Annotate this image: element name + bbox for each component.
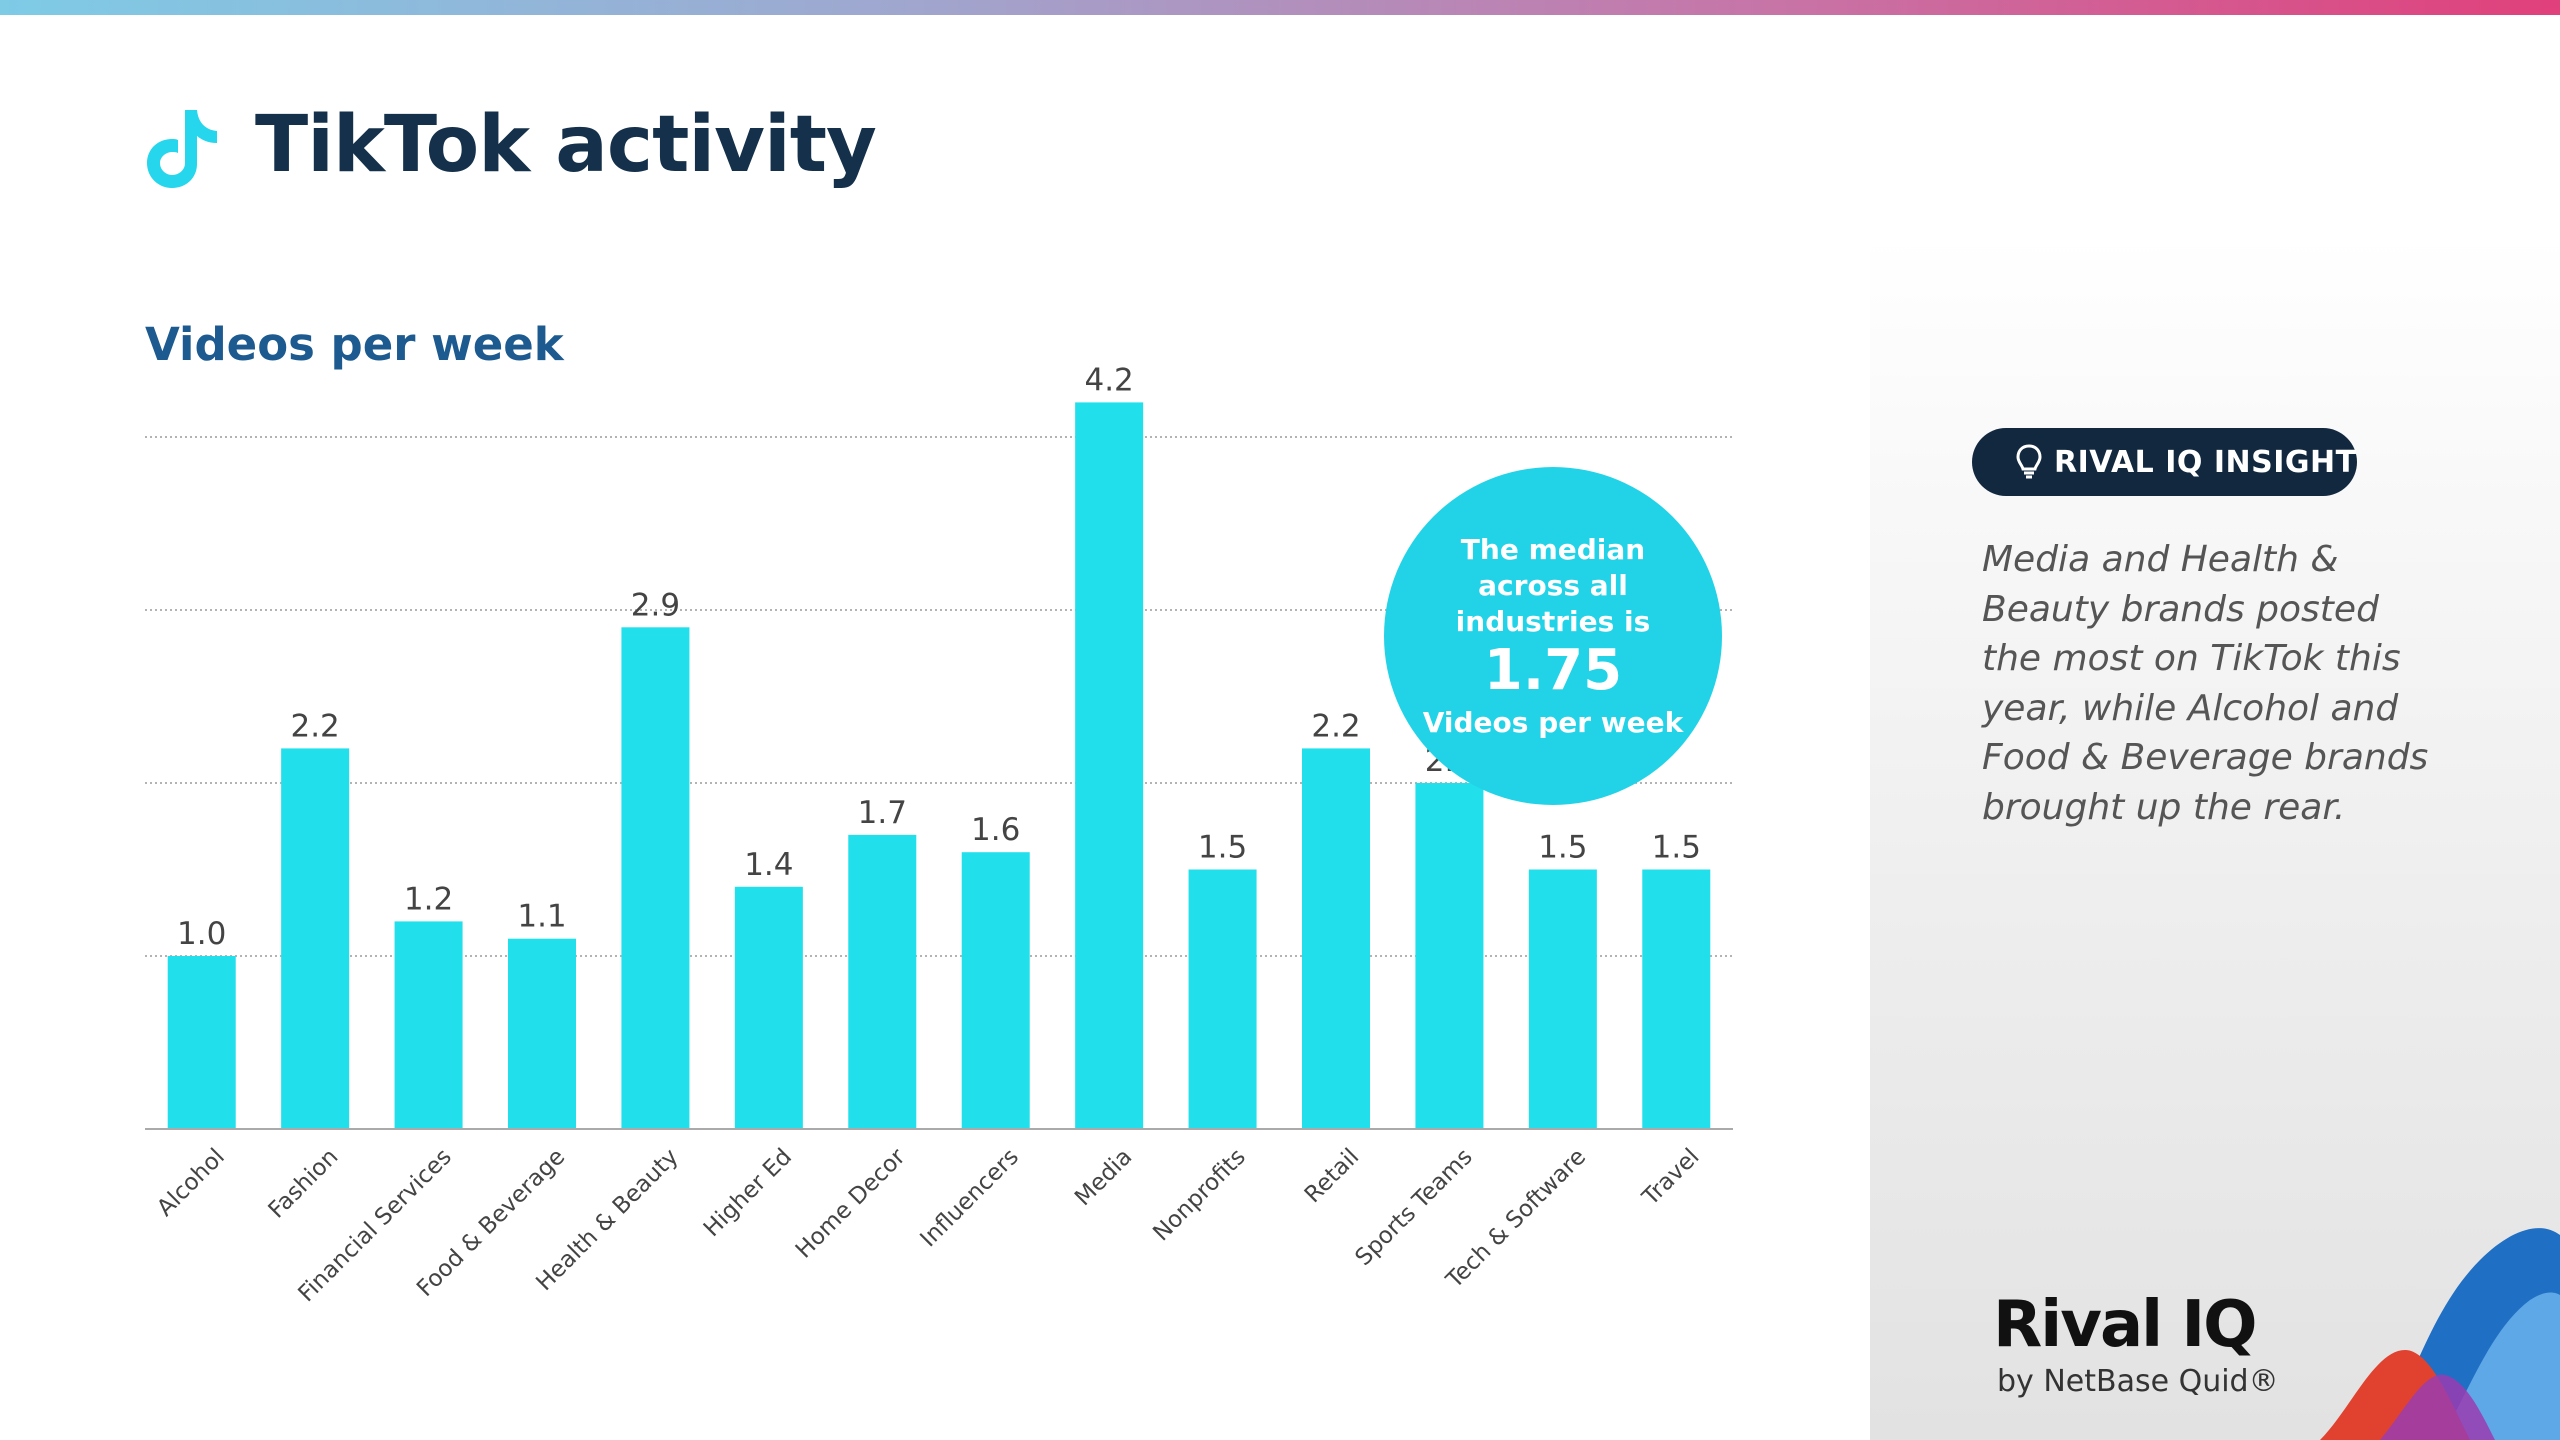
insight-text: Media and Health & Beauty brands posted … [1982,539,2429,828]
data-label: 1.2 [404,881,453,917]
insight-label: RIVAL IQ INSIGHT [2054,445,2357,480]
bar [1075,402,1144,1129]
insight-badge: RIVAL IQ INSIGHT [1972,428,2357,496]
category-label: Media [1070,1144,1137,1211]
brand-sub: by NetBase Quid® [1997,1364,2279,1399]
bar [281,748,350,1129]
category-label: Fashion [264,1144,344,1224]
category-label: Sports Teams [1351,1144,1478,1271]
category-label: Home Decor [791,1143,911,1263]
data-label: 2.9 [631,587,680,623]
data-label: 2.2 [1311,708,1360,744]
data-label: 1.7 [858,795,907,831]
category-label: Higher Ed [699,1144,797,1242]
bar [1528,869,1597,1129]
bar [848,834,917,1129]
top-gradient-bar [0,0,2560,15]
rival-iq-logo: Rival IQ by NetBase Quid® [1993,1290,2283,1400]
page-title: TikTok activity [255,100,877,190]
bar [734,886,803,1129]
data-label: 1.1 [517,899,566,935]
median-unit: Videos per week [1422,706,1684,739]
data-label: 1.4 [744,847,793,883]
data-label: 1.0 [177,916,226,952]
category-label: Nonprofits [1148,1144,1251,1247]
data-label: 1.5 [1538,830,1587,866]
brand-name: Rival IQ [1993,1288,2258,1362]
data-label: 1.5 [1198,830,1247,866]
category-label: Retail [1300,1144,1364,1208]
data-label: 2.2 [290,708,339,744]
bar [167,956,236,1129]
decorative-waves [2320,1228,2560,1440]
tiktok-icon [147,110,217,188]
bar [621,627,690,1129]
data-label: 1.5 [1652,830,1701,866]
bar [1188,869,1257,1129]
bar [508,938,576,1129]
bar [1415,783,1484,1129]
bar [394,921,463,1129]
category-label: Influencers [915,1144,1023,1252]
category-label: Travel [1637,1144,1704,1211]
data-label: 1.6 [971,812,1020,848]
lightbulb-icon [2016,444,2042,479]
bar [961,852,1030,1129]
chart-title: Videos per week [145,318,564,371]
median-text: The median across all industries is [1455,533,1651,638]
category-label: Alcohol [152,1144,230,1222]
median-callout: The median across all industries is 1.75… [1384,467,1722,805]
bar [1302,748,1370,1129]
median-value: 1.75 [1483,638,1623,703]
data-label: 4.2 [1084,362,1133,398]
bar [1642,869,1711,1129]
